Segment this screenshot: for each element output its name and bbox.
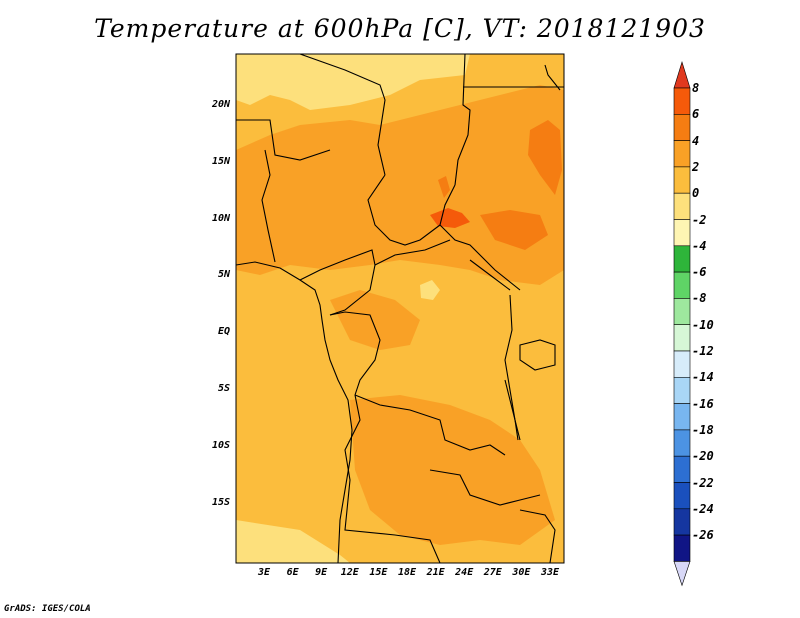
colorbar-tick-label: -8 — [692, 291, 707, 306]
colorbar-tick-label: -4 — [692, 238, 707, 253]
colorbar-tick-label: -22 — [692, 475, 714, 490]
border-cameroon — [299, 249, 376, 316]
border-zambia — [429, 469, 541, 506]
border-congo — [329, 311, 381, 396]
lon-label: 18E — [397, 567, 417, 578]
border-libya-egypt — [454, 54, 471, 186]
lake-tanganyika — [504, 379, 519, 441]
colorbar-swatch — [673, 324, 691, 352]
colorbar-swatch — [673, 534, 691, 562]
hot-spot-chad-2 — [438, 176, 450, 198]
colorbar-tick-label: 6 — [692, 107, 700, 122]
lat-label: 10S — [211, 439, 230, 451]
lon-label: 30E — [512, 567, 531, 578]
colorbar-tick-label: 2 — [692, 159, 700, 174]
lat-label: 15N — [211, 155, 230, 167]
colorbar-tick-label: -26 — [692, 528, 714, 543]
colorbar-tick-label: -20 — [692, 449, 714, 464]
border-drc-south — [354, 394, 506, 456]
colorbar-swatch — [673, 87, 691, 115]
cool-spot-congo — [420, 280, 440, 300]
colorbar-tick-label: 4 — [692, 133, 700, 148]
lat-label: 20N — [211, 99, 230, 110]
colorbar-tick-label: -24 — [692, 501, 714, 516]
colorbar-swatch — [673, 140, 691, 168]
border-angola — [344, 394, 441, 563]
colorbar-tick-label: -2 — [692, 212, 707, 227]
colorbar-swatch — [673, 192, 691, 220]
map-title: Temperature at 600hPa [C], VT: 201812190… — [94, 14, 706, 43]
borders — [236, 54, 564, 563]
map-field — [236, 54, 564, 563]
warm-spot-sudan — [480, 210, 548, 250]
colorbar-tick-label: -10 — [692, 317, 714, 332]
lake-victoria — [519, 339, 556, 371]
colorbar-bottom-arrow — [673, 561, 691, 587]
colorbar-swatch — [673, 508, 691, 536]
border-nigeria — [261, 149, 276, 263]
lon-label: 9E — [315, 567, 328, 578]
colorbar-swatch — [673, 245, 691, 273]
colorbar-swatch — [673, 376, 691, 404]
lon-label: 6E — [286, 567, 299, 578]
colorbar-swatch — [673, 219, 691, 247]
colorbar-swatch — [673, 350, 691, 378]
colorbar — [673, 60, 691, 587]
colorbar-tick-label: -18 — [692, 422, 714, 437]
colorbar-swatch — [673, 455, 691, 483]
map-frame — [235, 53, 565, 564]
colorbar-swatch — [673, 298, 691, 325]
cool-region-sw — [236, 520, 350, 563]
border-mozambique — [519, 509, 556, 563]
lat-label: 15S — [211, 496, 230, 508]
border-mali — [236, 119, 331, 161]
colorbar-swatch — [673, 166, 691, 194]
hot-spot-east — [528, 120, 562, 195]
warm-region-south — [350, 395, 555, 545]
lon-label: 15E — [369, 567, 388, 578]
colorbar-tick-label: -14 — [692, 370, 714, 385]
lat-label: 5S — [217, 383, 230, 394]
grads-credit: GrADS: IGES/COLA — [4, 604, 91, 614]
border-car — [374, 239, 511, 291]
warm-region-central — [330, 290, 420, 350]
lat-label: 5N — [217, 269, 230, 281]
colorbar-tick-label: 0 — [692, 186, 700, 201]
colorbar-swatch — [673, 114, 691, 141]
border-chad-sudan — [439, 184, 521, 291]
colorbar-swatch — [673, 482, 691, 510]
border-algeria-libya — [299, 54, 386, 176]
lon-label: 21E — [426, 567, 445, 578]
colorbar-swatch — [673, 403, 691, 431]
warm-region-sahel — [236, 85, 564, 285]
colorbar-top-arrow — [673, 60, 691, 89]
red-sea-coast — [544, 64, 561, 91]
colorbar-tick-label: 8 — [692, 81, 700, 95]
colorbar-tick-label: -6 — [692, 265, 707, 280]
lon-label: 3E — [257, 567, 271, 578]
lat-label: EQ — [217, 326, 230, 338]
lat-label: 10N — [211, 212, 230, 224]
lon-label: 12E — [340, 567, 359, 578]
cool-region-north — [236, 54, 470, 110]
lon-label: 24E — [455, 567, 474, 578]
colorbar-tick-label: -16 — [692, 396, 714, 411]
coastline-west — [236, 261, 353, 563]
colorbar-tick-label: -12 — [692, 344, 714, 358]
lon-label: 27E — [483, 567, 502, 578]
colorbar-swatch — [673, 271, 691, 299]
colorbar-swatch — [673, 429, 691, 457]
border-niger-chad — [367, 174, 441, 246]
lon-label: 33E — [540, 567, 560, 578]
